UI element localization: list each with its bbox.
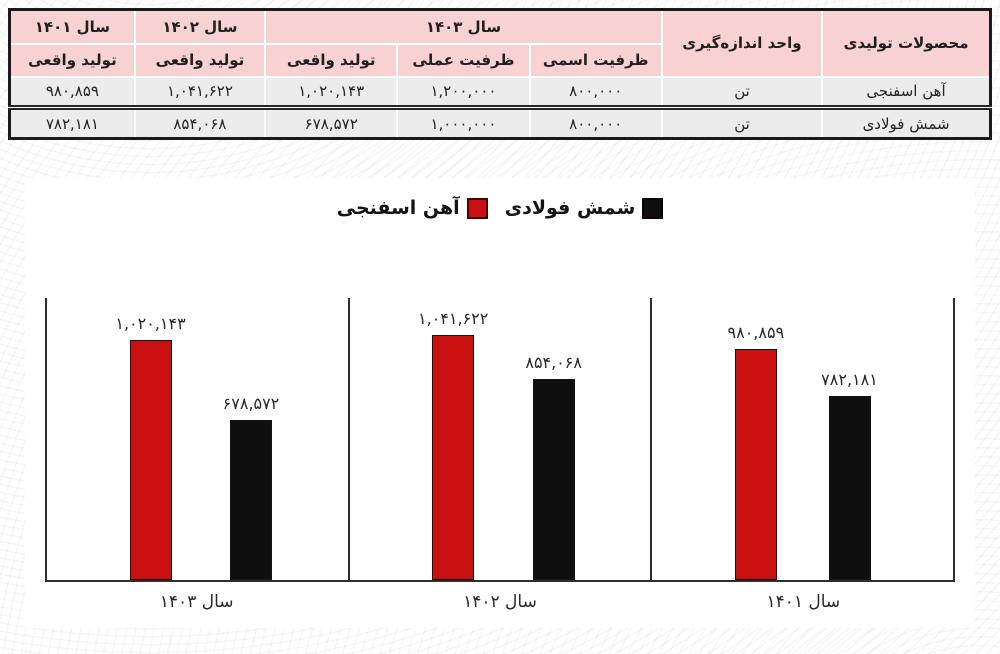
unit-cell: تن (660, 106, 824, 139)
practical-capacity-cell: ۱,۲۰۰,۰۰۰ (396, 75, 531, 110)
bar-value-label: ۷۸۲,۱۸۱ (821, 370, 878, 389)
legend-swatch-icon-sponge-iron (466, 197, 488, 219)
bar-group-steel-ingot: ۸۵۴,۰۶۸ (525, 353, 582, 580)
legend-label-sponge-iron: آهن اسفنجی (336, 197, 460, 219)
actual-1402-cell: ۱,۰۴۱,۶۲۲ (133, 75, 267, 110)
subheader-actual-production-1403: تولید واقعی (264, 43, 399, 78)
table-header-year-1402: سال ۱۴۰۲ (133, 9, 267, 45)
nominal-capacity-cell: ۸۰۰,۰۰۰ (528, 106, 663, 139)
bar-value-label: ۹۸۰,۸۵۹ (727, 323, 785, 342)
subheader-actual-production-1401: تولید واقعی (8, 43, 136, 78)
chart-panel: ۱,۰۴۱,۶۲۲ ۸۵۴,۰۶۸ (347, 298, 651, 580)
bar-value-label: ۱,۰۲۰,۱۴۳ (115, 314, 186, 333)
chart-panel: ۹۸۰,۸۵۹ ۷۸۲,۱۸۱ (650, 298, 956, 580)
table-header-row-years: محصولات تولیدی واحد اندازه‌گیری سال ۱۴۰۳… (8, 9, 992, 78)
chart-panel: ۱,۰۲۰,۱۴۳ ۶۷۸,۵۷۲ (45, 298, 348, 580)
nominal-capacity-cell: ۸۰۰,۰۰۰ (528, 75, 663, 110)
bar-group-sponge-iron: ۱,۰۴۱,۶۲۲ (418, 309, 488, 580)
actual-1402-cell: ۸۵۴,۰۶۸ (133, 106, 267, 139)
table-header-year-1401: سال ۱۴۰۱ (8, 9, 136, 45)
actual-1401-cell: ۷۸۲,۱۸۱ (8, 106, 136, 139)
bar-chart: آهن اسفنجی شمش فولادی ۱,۰۲۰,۱۴۳ ۶۷۸,۵۷۲ ۱,… (25, 178, 975, 628)
product-name-cell: آهن اسفنجی (821, 75, 992, 110)
table-row-sponge-iron: آهن اسفنجی تن ۸۰۰,۰۰۰ ۱,۲۰۰,۰۰۰ ۱,۰۲۰,۱۴… (8, 75, 992, 110)
product-name-cell: شمش فولادی (821, 106, 992, 139)
bar-sponge-iron (734, 349, 777, 580)
actual-1403-cell: ۶۷۸,۵۷۲ (264, 106, 399, 139)
chart-legend: آهن اسفنجی شمش فولادی (25, 195, 975, 221)
unit-cell: تن (660, 75, 824, 110)
table-header-year-1403: سال ۱۴۰۳ (264, 9, 663, 45)
bar-sponge-iron (129, 340, 172, 580)
legend-item-sponge-iron: آهن اسفنجی (337, 197, 488, 219)
subheader-actual-production-1402: تولید واقعی (133, 43, 267, 78)
practical-capacity-cell: ۱,۰۰۰,۰۰۰ (396, 106, 531, 139)
legend-item-steel-ingot: شمش فولادی (505, 197, 664, 219)
x-axis-label: سال ۱۴۰۱ (766, 592, 841, 612)
table-subheader-row: ظرفیت اسمی ظرفیت عملی تولید واقعی تولید … (8, 43, 991, 78)
actual-1403-cell: ۱,۰۲۰,۱۴۳ (264, 75, 399, 110)
bar-steel-ingot (828, 396, 871, 580)
bar-value-label: ۱,۰۴۱,۶۲۲ (418, 309, 489, 328)
table-header-unit: واحد اندازه‌گیری (660, 9, 824, 78)
bar-group-steel-ingot: ۷۸۲,۱۸۱ (821, 370, 878, 580)
bar-group-sponge-iron: ۹۸۰,۸۵۹ (727, 323, 785, 580)
bar-group-sponge-iron: ۱,۰۲۰,۱۴۳ (115, 314, 186, 580)
table-header-products: محصولات تولیدی (821, 9, 992, 78)
bar-sponge-iron (432, 335, 475, 580)
x-axis-labels: سال ۱۴۰۳ سال ۱۴۰۲ سال ۱۴۰۱ (45, 592, 955, 612)
bar-steel-ingot (532, 379, 575, 580)
bar-value-label: ۸۵۴,۰۶۸ (525, 353, 582, 372)
legend-label-steel-ingot: شمش فولادی (504, 197, 636, 219)
actual-1401-cell: ۹۸۰,۸۵۹ (8, 75, 136, 110)
legend-swatch-icon-steel-ingot (642, 197, 664, 219)
bar-group-steel-ingot: ۶۷۸,۵۷۲ (222, 394, 280, 580)
production-table: محصولات تولیدی واحد اندازه‌گیری سال ۱۴۰۳… (8, 8, 992, 140)
x-axis-label: سال ۱۴۰۲ (463, 592, 537, 612)
chart-plot-area: ۱,۰۲۰,۱۴۳ ۶۷۸,۵۷۲ ۱,۰۴۱,۶۲۲ ۸۵۴,۰۶۸ ۹۸۰,۸۵۹ ۷… (45, 298, 956, 582)
subheader-practical-capacity: ظرفیت عملی (396, 43, 531, 78)
subheader-nominal-capacity: ظرفیت اسمی (528, 43, 663, 78)
x-axis-label: سال ۱۴۰۳ (159, 592, 234, 612)
bar-value-label: ۶۷۸,۵۷۲ (222, 394, 280, 413)
bar-steel-ingot (230, 420, 272, 580)
table-row-steel-ingot: شمش فولادی تن ۸۰۰,۰۰۰ ۱,۰۰۰,۰۰۰ ۶۷۸,۵۷۲ … (8, 106, 992, 139)
